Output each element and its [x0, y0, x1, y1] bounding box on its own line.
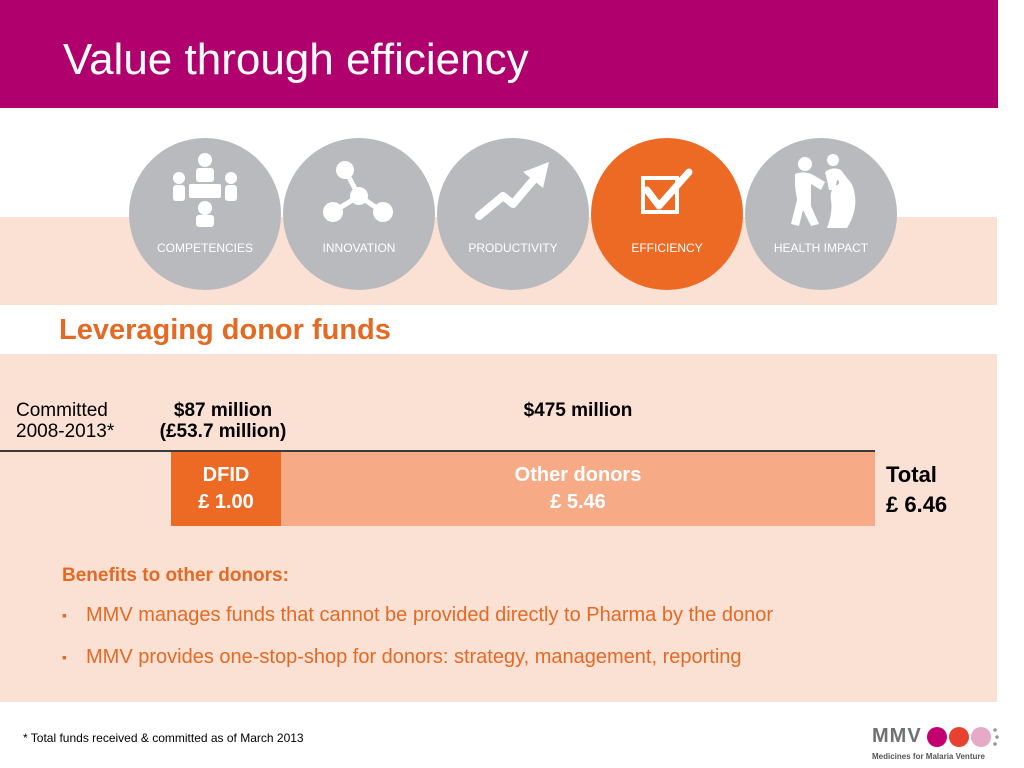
dfid-ratio: £ 1.00: [198, 491, 254, 513]
header-bar: Value through efficiency: [0, 0, 998, 108]
circle-label: COMPETENCIES: [156, 241, 253, 255]
committed-label: Committed 2008-2013*: [16, 400, 115, 442]
dfid-amount: $87 million (£53.7 million): [159, 400, 287, 442]
circle-label: EFFICIENCY: [631, 241, 703, 255]
benefits-heading: Benefits to other donors:: [62, 565, 289, 586]
circle-competencies: COMPETENCIES: [129, 138, 281, 290]
checkbox-icon: [641, 168, 693, 214]
logo-tagline: Medicines for Malaria Venture: [872, 752, 985, 761]
circle-label: INNOVATION: [322, 241, 396, 255]
family-icon: [791, 154, 856, 228]
circle-health-impact: HEALTH IMPACT: [745, 138, 897, 290]
logo-text: MMV: [872, 725, 922, 747]
other-donors-label: Other donors: [514, 464, 642, 486]
people-meeting-icon: [173, 153, 237, 227]
other-donors-amount: $475 million: [523, 400, 633, 421]
page-title: Value through efficiency: [63, 35, 529, 84]
divider-line: [0, 450, 875, 452]
circle-innovation: INNOVATION: [283, 138, 435, 290]
benefits-list: MMV manages funds that cannot be provide…: [62, 601, 773, 685]
mmv-logo: MMV Medicines for Malaria Venture: [872, 723, 1012, 765]
other-donors-bar: Other donors £ 5.46: [281, 452, 875, 526]
list-item: MMV manages funds that cannot be provide…: [62, 601, 773, 643]
growth-arrow-icon: [475, 162, 549, 220]
dfid-label: DFID: [202, 464, 250, 486]
circle-productivity: PRODUCTIVITY: [437, 138, 589, 290]
circle-efficiency: EFFICIENCY: [591, 138, 743, 290]
footnote: * Total funds received & committed as of…: [23, 731, 304, 745]
logo-dots-icon: [927, 727, 999, 747]
list-item: MMV provides one-stop-shop for donors: s…: [62, 643, 773, 685]
total-value: Total £ 6.46: [886, 462, 948, 517]
dfid-bar: DFID £ 1.00: [171, 452, 281, 526]
other-donors-ratio: £ 5.46: [550, 491, 606, 513]
circle-label: HEALTH IMPACT: [773, 241, 869, 255]
section-subtitle: Leveraging donor funds: [59, 314, 391, 346]
molecule-icon: [323, 161, 393, 222]
circle-label: PRODUCTIVITY: [468, 241, 558, 255]
